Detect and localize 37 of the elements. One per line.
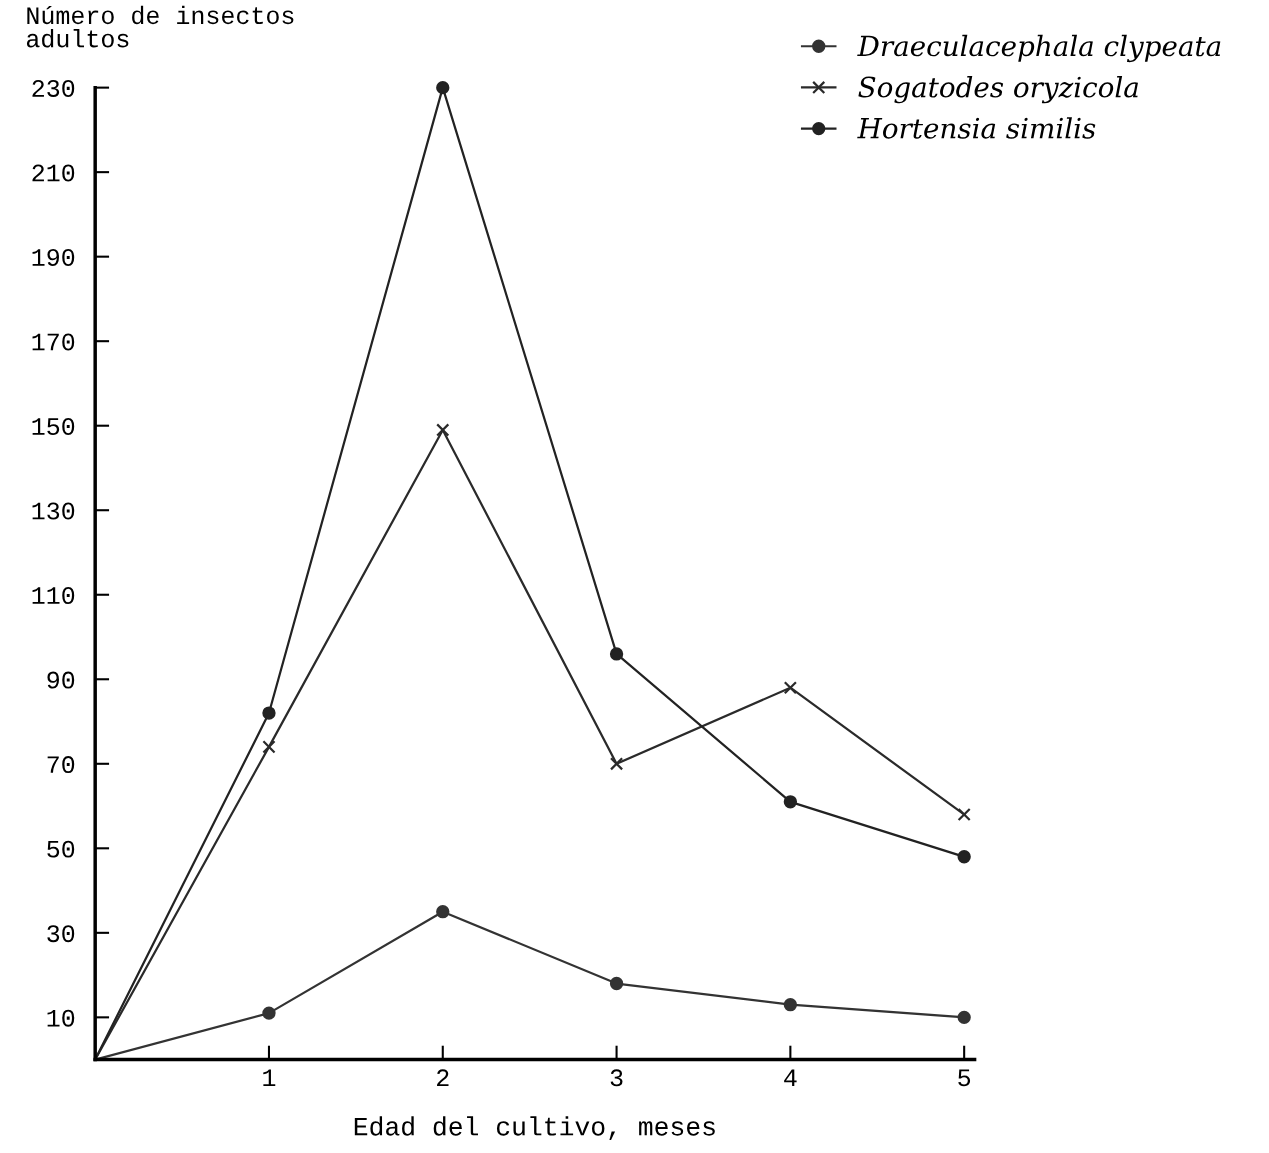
point: [262, 706, 276, 720]
point: [783, 998, 798, 1012]
y-tick-label: 170: [32, 333, 75, 351]
y-tick-label: 30: [47, 925, 75, 943]
point: [609, 757, 624, 771]
x-tick-label: 5: [958, 1069, 971, 1087]
x-tick-label: 2: [437, 1069, 449, 1087]
point: [436, 905, 450, 919]
legend-label: Hortensia similis: [857, 117, 1096, 139]
x-axis-title: Edad del cultivo, meses: [354, 1116, 715, 1141]
point: [957, 1010, 971, 1025]
point: [262, 1006, 276, 1020]
y-tick-label: 70: [47, 756, 75, 774]
y-tick-label: 150: [32, 418, 75, 436]
point: [609, 976, 624, 991]
y-axis-title: Número de insectos adultos: [26, 5, 294, 48]
point: [436, 423, 450, 437]
point: [957, 807, 971, 822]
y-tick-label: 230: [32, 79, 75, 97]
point: [957, 850, 971, 864]
y-tick-label: 90: [47, 671, 75, 689]
y-tick-label: 110: [32, 587, 75, 605]
point: [783, 795, 798, 809]
x-tick-label: 4: [784, 1069, 797, 1087]
y-tick-label: 130: [32, 502, 75, 520]
point: [436, 80, 450, 95]
point: [262, 740, 276, 754]
y-tick-label: 10: [47, 1009, 75, 1027]
y-tick-label: 190: [32, 249, 75, 266]
y-tick-label: 50: [47, 840, 75, 858]
x-tick-label: 3: [610, 1069, 623, 1087]
legend-label: Sogatodes oryzicola: [858, 76, 1138, 104]
legend-label: Draeculacephala clypeata: [857, 34, 1221, 63]
x-tick-label: 1: [263, 1069, 276, 1087]
y-tick-label: 210: [32, 164, 75, 182]
point: [783, 681, 798, 695]
point: [609, 647, 624, 661]
